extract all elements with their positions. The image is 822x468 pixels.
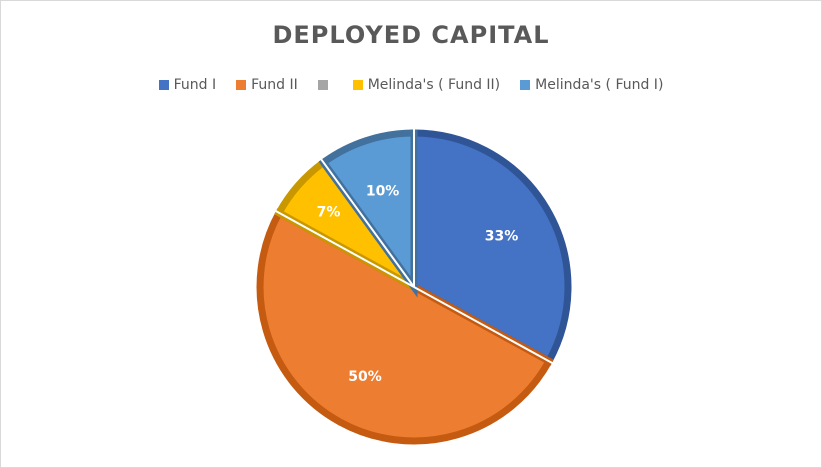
data-label-fund-ii: 50% bbox=[348, 369, 382, 385]
legend-swatch bbox=[520, 80, 531, 90]
legend-item-blank bbox=[317, 80, 333, 90]
pie-slice-fund-i bbox=[410, 129, 572, 366]
data-label-melindas-fund-i: 10% bbox=[366, 183, 400, 199]
slice-separator bbox=[413, 286, 553, 364]
legend-label: Fund I bbox=[173, 77, 217, 93]
legend-item-melindas-fund-i: Melinda's ( Fund I) bbox=[520, 77, 663, 93]
legend-swatch bbox=[352, 80, 363, 90]
legend-label: Melinda's ( Fund I) bbox=[535, 77, 664, 93]
legend-swatch bbox=[158, 80, 169, 90]
data-label-fund-i: 33% bbox=[485, 228, 519, 244]
data-label-melindas-fund-ii: 7% bbox=[317, 205, 341, 221]
legend-item-fund-i: Fund I bbox=[158, 77, 217, 93]
legend: Fund I Fund II Melinda's ( Fund II) Meli… bbox=[1, 77, 821, 93]
slice-separator bbox=[275, 210, 415, 288]
legend-item-melindas-fund-ii: Melinda's ( Fund II) bbox=[352, 77, 501, 93]
chart-title: DEPLOYED CAPITAL bbox=[272, 21, 550, 49]
legend-label: Melinda's ( Fund II) bbox=[367, 77, 501, 93]
pie-slice-fund-ii bbox=[256, 208, 554, 445]
legend-item-fund-ii: Fund II bbox=[236, 77, 298, 93]
legend-swatch bbox=[317, 80, 328, 90]
pie-slice-melindas-fund-i bbox=[318, 129, 418, 298]
legend-swatch bbox=[236, 80, 247, 90]
slice-separator bbox=[320, 158, 415, 288]
legend-label: Fund II bbox=[251, 77, 298, 93]
